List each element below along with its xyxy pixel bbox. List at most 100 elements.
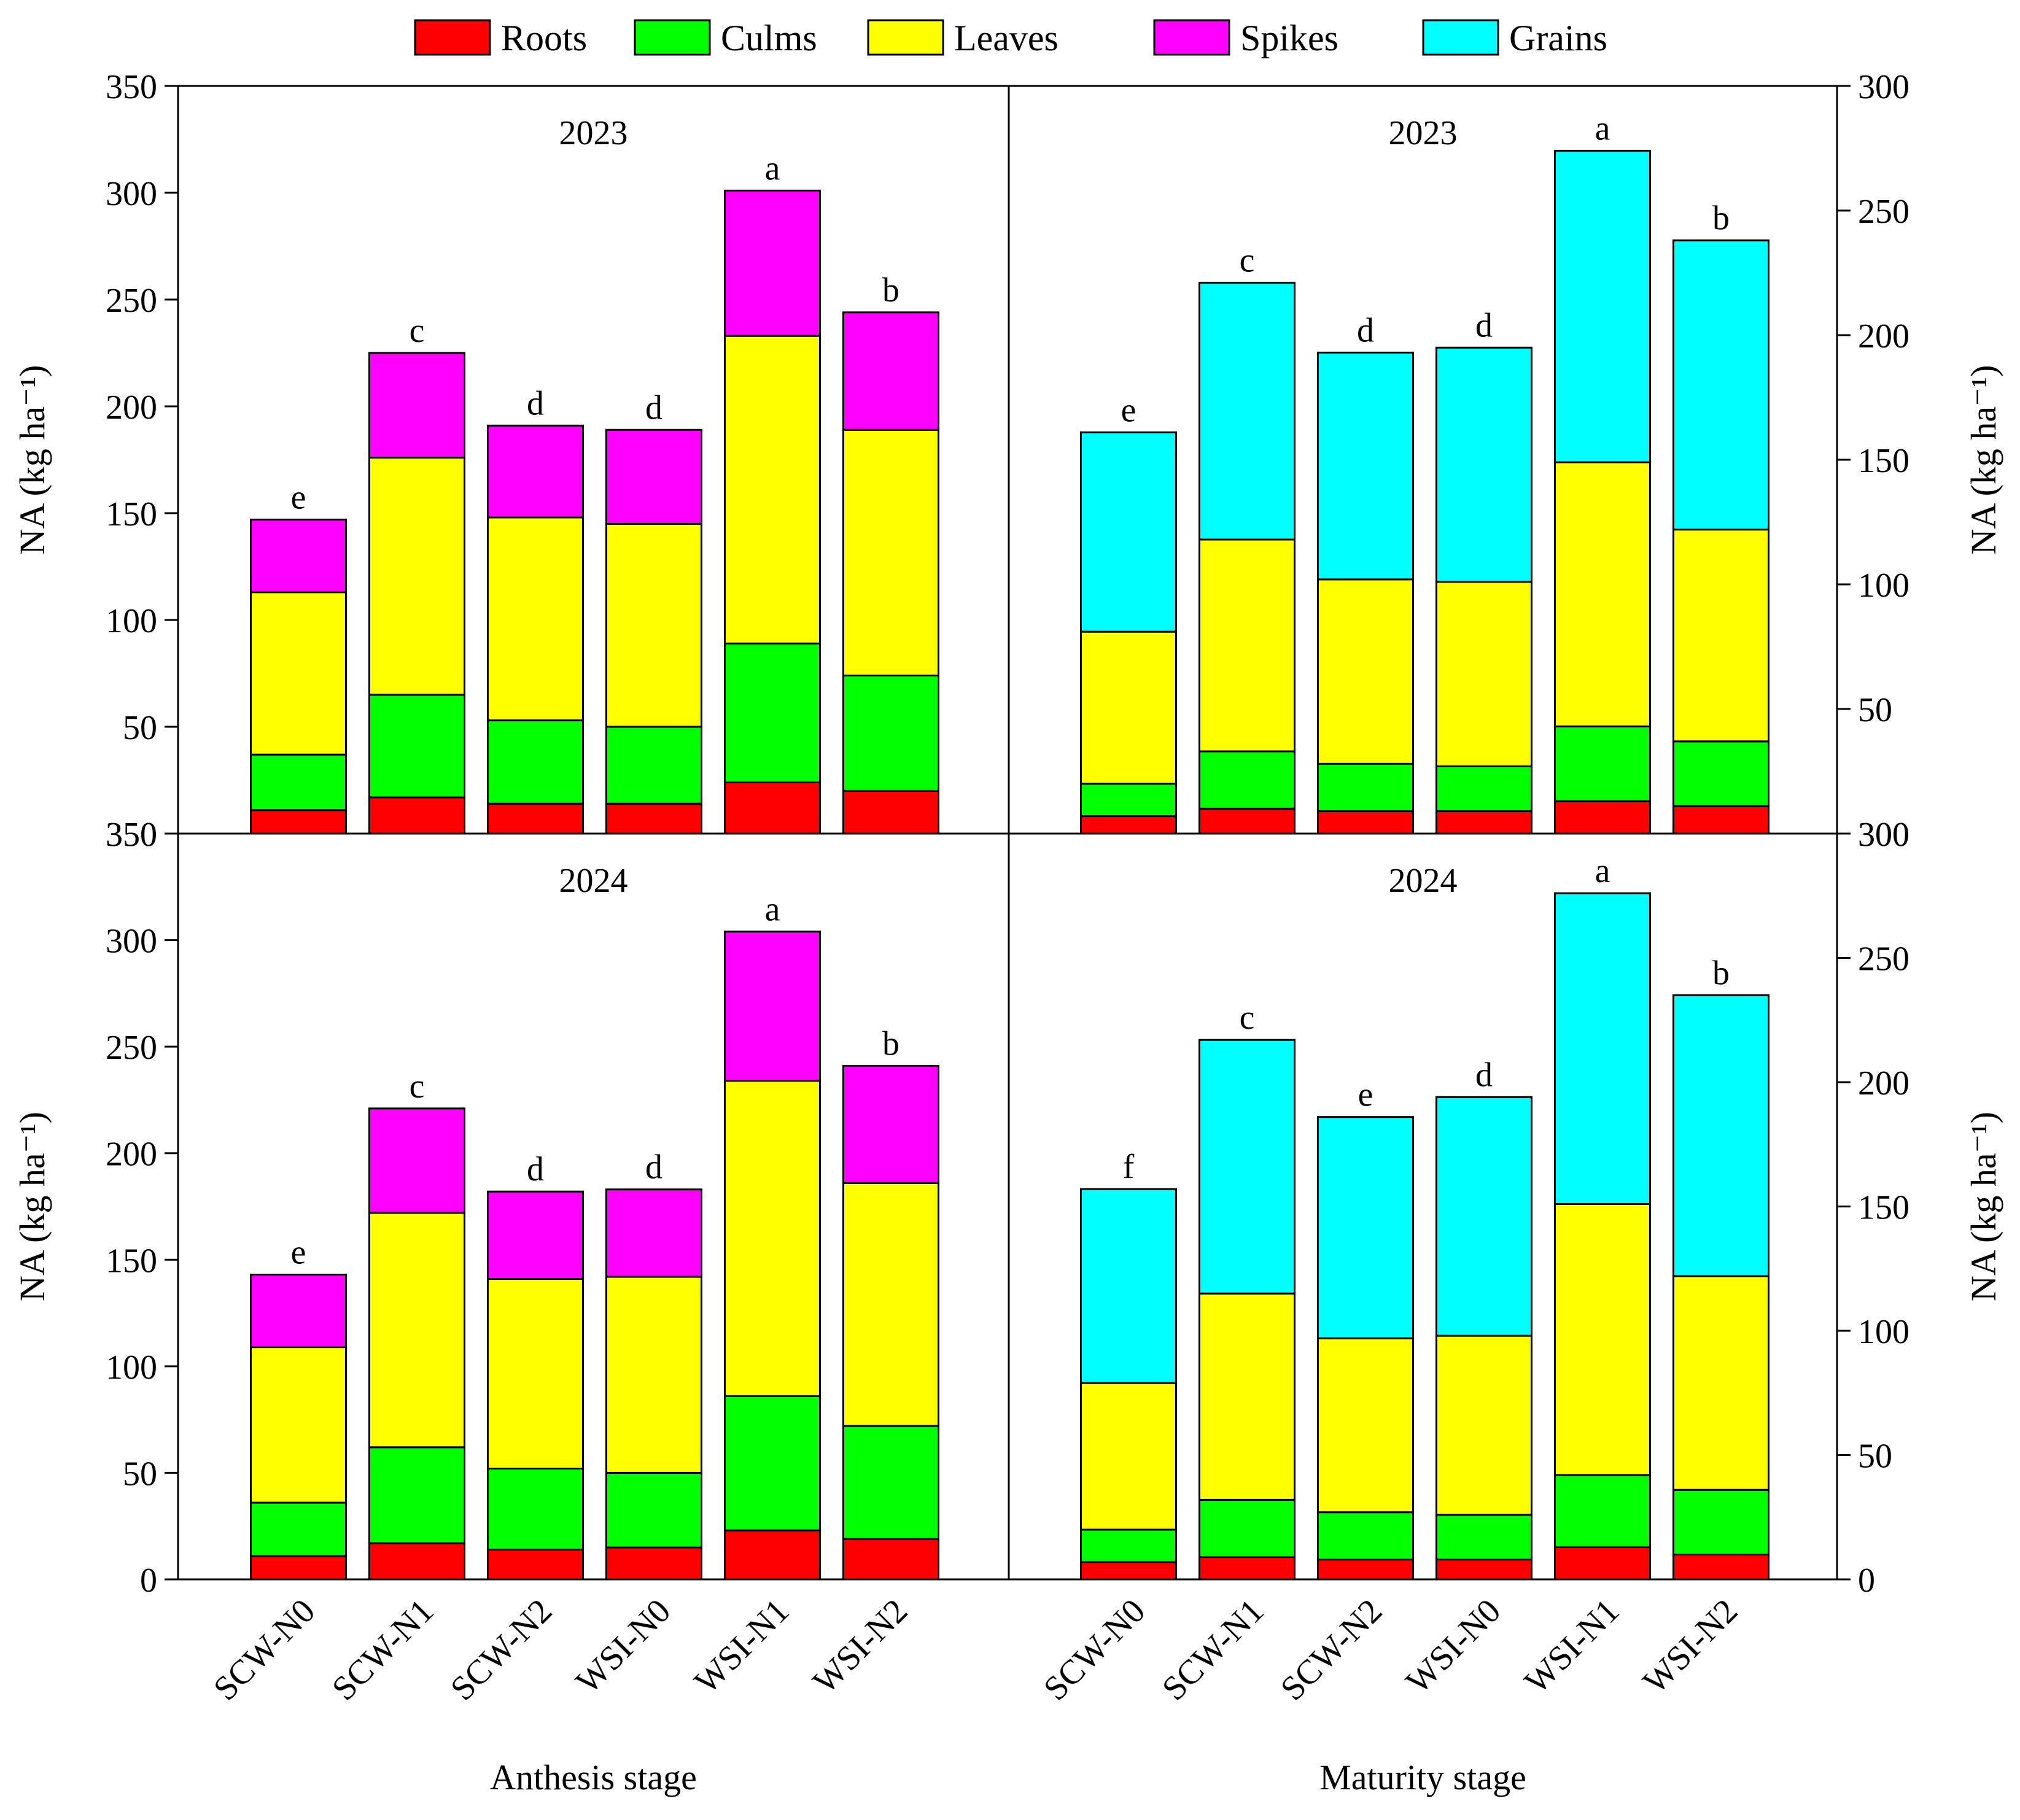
bar-segment-roots-scw-n1 bbox=[1198, 1556, 1296, 1581]
bar-segment-spikes-scw-n2 bbox=[487, 424, 584, 519]
bar-segment-culms-wsi-n2 bbox=[1672, 1489, 1769, 1555]
legend-swatch-leaves bbox=[867, 19, 944, 56]
legend-label-spikes: Spikes bbox=[1240, 18, 1338, 58]
y-tick-label: 100 bbox=[1858, 1313, 1909, 1351]
bar-segment-roots-scw-n2 bbox=[487, 1548, 584, 1581]
y-axis-label-right-bottom: NA (kg ha⁻¹) bbox=[1964, 1112, 2003, 1301]
bar-segment-culms-wsi-n0 bbox=[1435, 1514, 1532, 1561]
y-tick-label: 200 bbox=[106, 389, 157, 427]
y-tick-label: 250 bbox=[106, 1029, 157, 1067]
y-tick-label: 250 bbox=[1858, 940, 1909, 978]
significance-label-total-wsi-n1: a bbox=[1595, 110, 1610, 148]
y-tick-label: 200 bbox=[106, 1136, 157, 1174]
significance-label-total-scw-n0: e bbox=[291, 478, 306, 516]
bar-segment-spikes-wsi-n2 bbox=[842, 1064, 939, 1184]
bar-segment-culms-scw-n2 bbox=[487, 719, 584, 805]
bar-segment-leaves-wsi-n2 bbox=[842, 428, 939, 676]
y-tick-label: 0 bbox=[1858, 1562, 1875, 1600]
y-tick-label: 150 bbox=[1858, 442, 1909, 480]
bar-segment-leaves-scw-n1 bbox=[1198, 1292, 1296, 1501]
bar-segment-roots-wsi-n2 bbox=[1672, 1554, 1769, 1581]
significance-label-total-scw-n1: c bbox=[410, 312, 425, 350]
y-tick-label: 300 bbox=[1858, 68, 1909, 106]
bar-segment-grains-scw-n2 bbox=[1317, 351, 1414, 581]
bar-segment-roots-wsi-n1 bbox=[1554, 1546, 1651, 1581]
significance-label-total-scw-n1: c bbox=[410, 1067, 425, 1106]
bar-segment-culms-wsi-n1 bbox=[724, 642, 821, 783]
bar-segment-grains-wsi-n0 bbox=[1435, 1096, 1532, 1337]
significance-label-total-wsi-n0: d bbox=[1475, 1056, 1493, 1094]
y-tick-label: 150 bbox=[106, 1242, 157, 1280]
bar-segment-roots-scw-n1 bbox=[1198, 807, 1296, 835]
legend-swatch-roots bbox=[414, 19, 491, 56]
y-tick-label: 100 bbox=[106, 1349, 157, 1387]
legend-swatch-grains bbox=[1422, 19, 1499, 56]
bar-segment-grains-scw-n2 bbox=[1317, 1116, 1414, 1339]
significance-label-total-wsi-n2: b bbox=[1712, 199, 1730, 238]
bar-segment-spikes-wsi-n0 bbox=[605, 1188, 702, 1278]
bar-segment-leaves-scw-n2 bbox=[1317, 578, 1414, 765]
y-tick-label: 50 bbox=[1858, 1438, 1892, 1476]
bar-segment-culms-scw-n2 bbox=[1317, 1511, 1414, 1561]
y-tick-label: 300 bbox=[1858, 816, 1909, 854]
bar-segment-culms-scw-n0 bbox=[250, 753, 347, 811]
bar-segment-roots-wsi-n1 bbox=[724, 1529, 821, 1581]
bar-segment-leaves-scw-n0 bbox=[250, 591, 347, 756]
bar-segment-roots-wsi-n0 bbox=[605, 802, 702, 835]
significance-label-total-wsi-n0: d bbox=[645, 1148, 662, 1187]
bar-segment-culms-wsi-n1 bbox=[1554, 725, 1651, 802]
significance-label-total-wsi-n1: a bbox=[1595, 852, 1610, 890]
bar-segment-roots-scw-n2 bbox=[487, 802, 584, 835]
bar-segment-leaves-scw-n1 bbox=[368, 1212, 465, 1449]
bar-segment-roots-scw-n1 bbox=[368, 796, 465, 835]
y-tick-label: 250 bbox=[106, 282, 157, 320]
y-tick-label: 150 bbox=[106, 495, 157, 533]
significance-label-total-scw-n1: c bbox=[1240, 242, 1255, 280]
legend-label-culms: Culms bbox=[721, 18, 817, 58]
bar-segment-culms-wsi-n2 bbox=[842, 674, 939, 792]
bar-segment-spikes-wsi-n0 bbox=[605, 428, 702, 525]
bar-segment-leaves-wsi-n2 bbox=[1672, 529, 1769, 743]
y-tick-label: 50 bbox=[1858, 691, 1892, 729]
panel-bottom-left: efeeccccdddddeddaaaabbbb0501001502002503… bbox=[106, 816, 939, 1600]
bar-segment-spikes-scw-n0 bbox=[250, 518, 347, 594]
significance-label-total-wsi-n2: b bbox=[1712, 954, 1730, 992]
significance-label-total-wsi-n1: a bbox=[765, 891, 780, 929]
bar-segment-leaves-wsi-n1 bbox=[724, 1080, 821, 1397]
bar-segment-roots-scw-n2 bbox=[1317, 1559, 1414, 1581]
bar-segment-culms-scw-n0 bbox=[250, 1501, 347, 1557]
panel-top-right: efdeccbcddcddecdaaaabbbb3005010015020025… bbox=[1080, 68, 1909, 854]
y-tick-label: 200 bbox=[1858, 317, 1909, 355]
bar-segment-roots-wsi-n0 bbox=[1435, 1559, 1532, 1581]
y-tick-label: 300 bbox=[106, 175, 157, 213]
bar-segment-culms-wsi-n0 bbox=[605, 1471, 702, 1549]
significance-label-total-scw-n2: e bbox=[1358, 1076, 1373, 1114]
bar-segment-spikes-scw-n1 bbox=[368, 352, 465, 459]
y-tick-label: 200 bbox=[1858, 1064, 1909, 1102]
significance-label-total-scw-n0: f bbox=[1123, 1148, 1135, 1186]
significance-label-total-scw-n1: c bbox=[1240, 999, 1255, 1037]
bar-segment-grains-wsi-n1 bbox=[1554, 892, 1651, 1205]
bar-segment-roots-wsi-n2 bbox=[1672, 805, 1769, 835]
bar-segment-roots-wsi-n0 bbox=[605, 1546, 702, 1581]
bar-segment-grains-wsi-n1 bbox=[1554, 150, 1651, 463]
bar-segment-grains-scw-n0 bbox=[1080, 1188, 1177, 1384]
significance-label-total-wsi-n2: b bbox=[882, 271, 899, 309]
panel-title: 2024 bbox=[1389, 862, 1458, 900]
y-tick-label: 300 bbox=[106, 923, 157, 961]
bar-segment-spikes-scw-n2 bbox=[487, 1190, 584, 1280]
bar-segment-culms-wsi-n1 bbox=[724, 1395, 821, 1532]
bar-segment-roots-scw-n2 bbox=[1317, 810, 1414, 835]
bar-segment-roots-scw-n1 bbox=[368, 1542, 465, 1581]
panel-frames bbox=[177, 85, 1838, 1581]
y-axis-label-left-bottom: NA (kg ha⁻¹) bbox=[12, 1112, 52, 1301]
bar-segment-culms-wsi-n1 bbox=[1554, 1474, 1651, 1548]
bar-segment-culms-scw-n0 bbox=[1080, 783, 1177, 818]
bar-segment-leaves-wsi-n1 bbox=[1554, 1202, 1651, 1476]
bar-segment-leaves-wsi-n2 bbox=[842, 1182, 939, 1427]
significance-label-total-wsi-n2: b bbox=[882, 1024, 899, 1063]
significance-label-total-scw-n0: e bbox=[291, 1234, 306, 1272]
chart-panels: efdeccbcddcddecdaaaabbbb3505010015020025… bbox=[106, 68, 1909, 1708]
bar-segment-spikes-scw-n1 bbox=[368, 1107, 465, 1214]
bar-segment-culms-wsi-n2 bbox=[1672, 740, 1769, 807]
